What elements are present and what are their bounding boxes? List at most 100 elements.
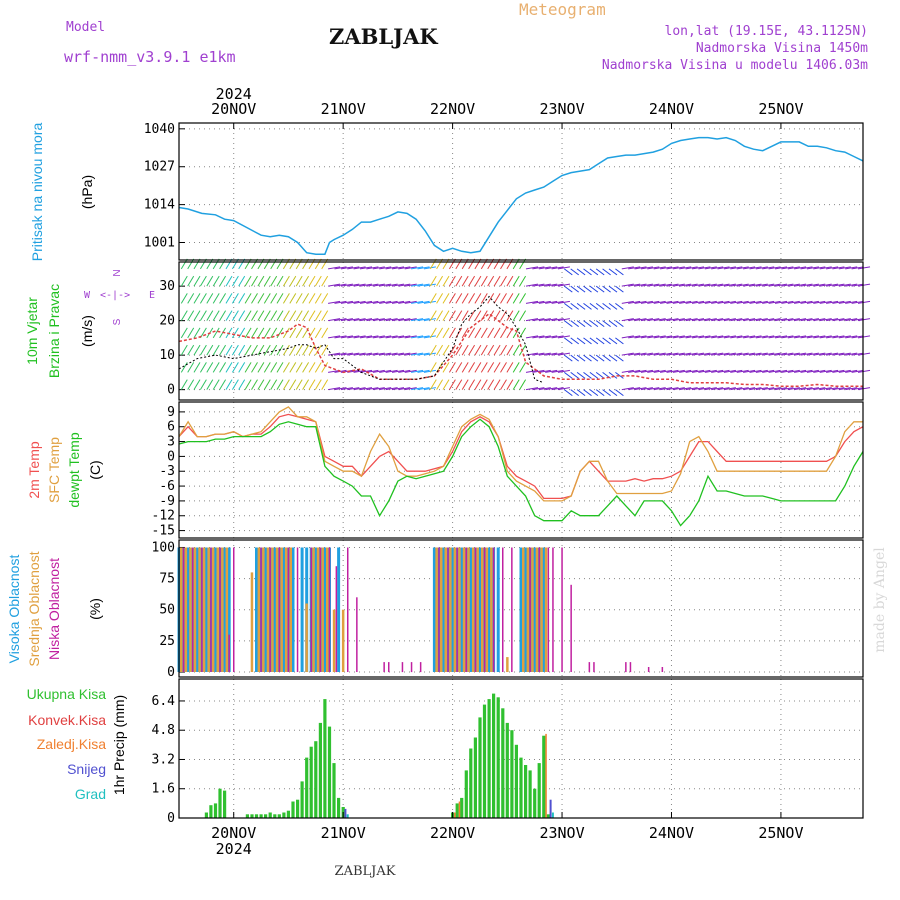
wind-barb	[398, 318, 411, 322]
wind-barb	[806, 318, 819, 322]
wind-barb	[423, 283, 436, 287]
wind-barb	[730, 369, 743, 373]
wind-barb	[468, 344, 476, 356]
wind-barb	[391, 283, 405, 287]
wind-barb	[359, 387, 373, 391]
wind-barb	[423, 369, 436, 373]
precip-bar-0	[505, 722, 509, 818]
wind-barb	[379, 318, 392, 322]
wind-barb	[800, 283, 813, 287]
wind-barb	[308, 362, 316, 373]
wind-barb	[813, 300, 826, 304]
wind-barb	[634, 300, 647, 304]
precip-bar-0	[323, 699, 327, 818]
wind-barb	[411, 369, 424, 373]
wind-barb	[270, 327, 278, 339]
precip-bar-0	[473, 737, 477, 818]
wind-barb	[826, 335, 839, 339]
wind-barb	[685, 266, 698, 270]
wind-barb	[787, 318, 800, 322]
wind-barb	[570, 320, 580, 328]
wind-barb	[762, 335, 775, 339]
wind-barb	[602, 320, 611, 328]
wind-barb	[819, 283, 832, 287]
wind-barb	[295, 379, 303, 390]
wind-barb	[621, 318, 634, 322]
wind-barb	[442, 379, 450, 390]
wind-barb	[545, 335, 558, 339]
wind-barb	[730, 335, 743, 339]
page-title: ZABLJAK	[329, 24, 438, 49]
wind-barb	[308, 310, 316, 321]
wind-barb	[570, 389, 580, 397]
model-label: Model	[66, 20, 106, 35]
wind-barb	[768, 335, 781, 339]
wind-barb	[289, 310, 297, 321]
precip-bar-0	[268, 812, 272, 818]
temp-unit-label: (C)	[87, 460, 103, 479]
wind-barb	[417, 300, 430, 304]
wind-barb	[251, 344, 258, 356]
temp-series-0	[178, 413, 864, 500]
wind-barb	[379, 266, 392, 270]
precip-bar-0	[300, 781, 304, 818]
wind-barb	[225, 275, 233, 287]
wind-barb	[379, 352, 392, 356]
temperature-ytick-label: -3	[159, 464, 175, 479]
wind-barb	[762, 369, 775, 373]
wind-barb	[187, 275, 195, 287]
wind-barb	[257, 310, 265, 321]
x-day-label-bottom: 25NOV	[758, 824, 803, 842]
wind-barb	[295, 310, 303, 321]
wind-barb	[628, 387, 641, 391]
wind-barb	[398, 335, 411, 339]
precip-bar-0	[501, 708, 505, 818]
wind-ytick-label: 20	[159, 314, 175, 329]
precip-bar-0	[464, 770, 468, 818]
wind-barb	[474, 327, 482, 339]
wind-barb	[743, 300, 756, 304]
wind-barb	[563, 285, 573, 293]
cloud-bar-1	[449, 547, 452, 672]
wind-barb	[800, 369, 813, 373]
wind-barb	[583, 371, 592, 379]
wind-barb	[640, 300, 653, 304]
wind-barb	[532, 300, 545, 304]
wind-barb	[429, 310, 437, 321]
wind-barb	[314, 275, 322, 287]
wind-barb	[832, 387, 845, 391]
wind-barb	[851, 266, 864, 270]
wind-barb	[768, 369, 781, 373]
wind-barb	[838, 335, 851, 339]
wind-barb	[672, 335, 685, 339]
compass-n: N	[112, 269, 123, 276]
wind-barb	[353, 283, 366, 287]
wind-barb	[411, 318, 424, 322]
wind-barb	[774, 266, 788, 270]
wind-barb	[685, 369, 698, 373]
wind-barb	[781, 300, 794, 304]
wind-barb	[493, 379, 501, 390]
wind-barb	[442, 310, 450, 321]
temperature-ytick-label: 6	[167, 420, 175, 435]
precip-legend-2: Zaledj.Kisa	[37, 736, 106, 752]
cloud-bar-1	[266, 547, 270, 672]
wind-barb	[589, 371, 599, 379]
wind-barb	[551, 318, 564, 322]
wind-barb	[774, 300, 788, 304]
wind-barb	[717, 318, 730, 322]
wind-barb	[455, 379, 463, 390]
wind-barb	[206, 275, 214, 287]
wind-barb	[660, 369, 673, 373]
wind-barb	[423, 387, 436, 391]
cloud-bar-1	[216, 547, 219, 672]
wind-barb	[347, 352, 360, 356]
wind-barb	[538, 283, 551, 287]
wind-barb	[857, 387, 871, 391]
wind-barb	[583, 337, 592, 345]
cloud-bar-2	[328, 547, 331, 672]
pressure-ytick-label: 1014	[144, 198, 175, 213]
wind-barb	[538, 335, 551, 339]
wind-barb	[570, 302, 580, 310]
wind-axis-subtitle: Brzina i Pravac	[46, 284, 62, 378]
